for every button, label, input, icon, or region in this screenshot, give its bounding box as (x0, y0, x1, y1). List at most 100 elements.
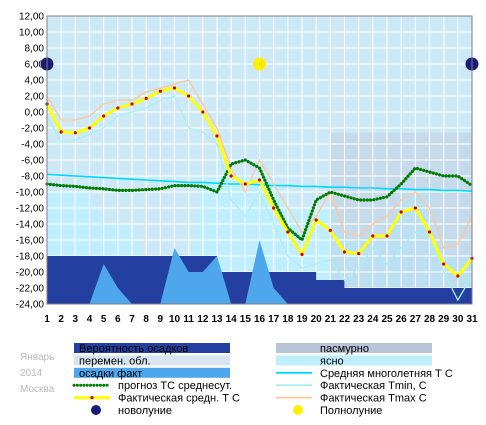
legend-swatch (74, 355, 230, 366)
series-actual-mean-point (144, 96, 148, 100)
side-label: Январь (20, 352, 54, 363)
x-tick-label: 23 (353, 314, 365, 325)
x-tick-label: 24 (367, 314, 379, 325)
y-tick-label: -22,00 (16, 284, 45, 295)
side-labels: Январь 2014 Москва (20, 352, 55, 395)
series-actual-mean-point (456, 274, 460, 278)
series-actual-mean-point (187, 94, 191, 98)
x-tick-label: 12 (197, 314, 209, 325)
y-tick-label: -2,00 (21, 124, 44, 135)
y-tick-label: -12,00 (16, 204, 45, 215)
x-tick-label: 27 (410, 314, 422, 325)
legend-label: прогноз ТС среднесут. (118, 380, 232, 392)
series-actual-mean-point (272, 206, 276, 210)
x-tick-label: 13 (211, 314, 223, 325)
x-tick-label: 22 (339, 314, 351, 325)
legend: Вероятность осадков пасмурно перемен. обл.… (72, 343, 453, 417)
x-tick-label: 31 (466, 314, 478, 325)
x-tick-label: 19 (296, 314, 308, 325)
side-label: Москва (20, 384, 55, 395)
x-tick-label: 14 (226, 314, 238, 325)
series-actual-mean-point (357, 252, 361, 256)
y-tick-label: 2,00 (25, 92, 45, 103)
legend-swatch (91, 405, 101, 415)
x-tick-label: 11 (183, 314, 194, 325)
series-actual-mean-point (116, 106, 120, 110)
x-tick-label: 20 (311, 314, 323, 325)
legend-label: перемен. обл. (79, 355, 151, 367)
series-actual-mean-point (73, 131, 77, 135)
legend-swatch (293, 405, 303, 415)
legend-swatch (276, 355, 432, 366)
series-actual-mean-point (286, 230, 290, 234)
legend-label: осадки факт (79, 368, 142, 380)
side-label: 2014 (20, 368, 43, 379)
y-tick-label: -20,00 (16, 268, 45, 279)
series-actual-mean-point (130, 102, 134, 106)
series-actual-mean-point (87, 126, 92, 130)
legend-label: Полнолуние (320, 405, 382, 417)
series-actual-mean-point (442, 262, 446, 266)
y-tick-label: -16,00 (16, 236, 45, 247)
x-tick-label: 3 (73, 314, 79, 325)
legend-label: ясно (320, 355, 344, 367)
x-tick-label: 16 (254, 314, 266, 325)
x-tick-label: 29 (438, 314, 450, 325)
y-tick-label: -8,00 (21, 172, 44, 183)
y-tick-label: -14,00 (16, 220, 45, 231)
y-tick-label: -18,00 (16, 252, 45, 263)
series-actual-mean-point (314, 218, 318, 222)
legend-label: Вероятность осадков (79, 343, 188, 355)
y-tick-label: -4,00 (21, 140, 44, 151)
legend-label: Фактическая Tmin, C (320, 380, 427, 392)
x-tick-label: 6 (115, 314, 121, 325)
precip-fact-area (47, 240, 472, 304)
series-actual-mean-point (201, 110, 205, 114)
series-actual-mean-point (371, 234, 375, 238)
series-actual-mean-point (427, 230, 432, 234)
y-tick-label: 10,00 (19, 28, 44, 39)
x-tick-label: 30 (452, 314, 464, 325)
x-tick-label: 2 (58, 314, 64, 325)
x-tick-label: 1 (44, 314, 50, 325)
x-tick-label: 7 (129, 314, 135, 325)
series-actual-max-line (46, 79, 473, 249)
series-actual-mean-point (385, 234, 389, 238)
series-actual-mean-point (215, 134, 219, 138)
series-actual-mean-point (257, 178, 262, 182)
x-tick-label: 28 (424, 314, 436, 325)
x-tick-label: 18 (282, 314, 294, 325)
series-forecast-mean-line (45, 158, 474, 243)
x-tick-label: 21 (325, 314, 337, 325)
series-actual-mean-point (229, 174, 233, 178)
y-tick-label: -6,00 (21, 156, 44, 167)
series-actual-mean-point (158, 89, 162, 93)
series-actual-mean-point (342, 250, 347, 254)
legend-label: пасмурно (320, 343, 369, 355)
y-tick-label: 6,00 (25, 60, 45, 71)
legend-swatch-point (90, 396, 94, 400)
y-tick-label: -10,00 (16, 188, 45, 199)
x-tick-label: 25 (381, 314, 393, 325)
full-moon-marker (253, 57, 266, 71)
x-tick-label: 26 (396, 314, 408, 325)
legend-swatch (276, 343, 432, 353)
x-tick-label: 17 (268, 314, 280, 325)
series-actual-mean-point (328, 228, 332, 232)
legend-swatch (74, 343, 230, 353)
plot-border (46, 15, 473, 305)
y-tick-label: 4,00 (25, 76, 45, 87)
legend-swatch (74, 367, 230, 378)
legend-label: новолуние (118, 405, 172, 417)
series-actual-min-line (46, 95, 473, 302)
y-tick-label: 12,00 (19, 12, 44, 23)
series-actual-mean-point (102, 114, 106, 118)
series-actual-mean-point (413, 206, 417, 210)
legend-label: Фактическая средн. Т С (118, 393, 240, 405)
series-actual-mean-point (300, 252, 304, 256)
x-tick-label: 8 (143, 314, 149, 325)
x-tick-label: 10 (169, 314, 181, 325)
legend-label: Фактическая Tmax C (320, 393, 427, 405)
series-actual-mean-point (59, 130, 63, 134)
